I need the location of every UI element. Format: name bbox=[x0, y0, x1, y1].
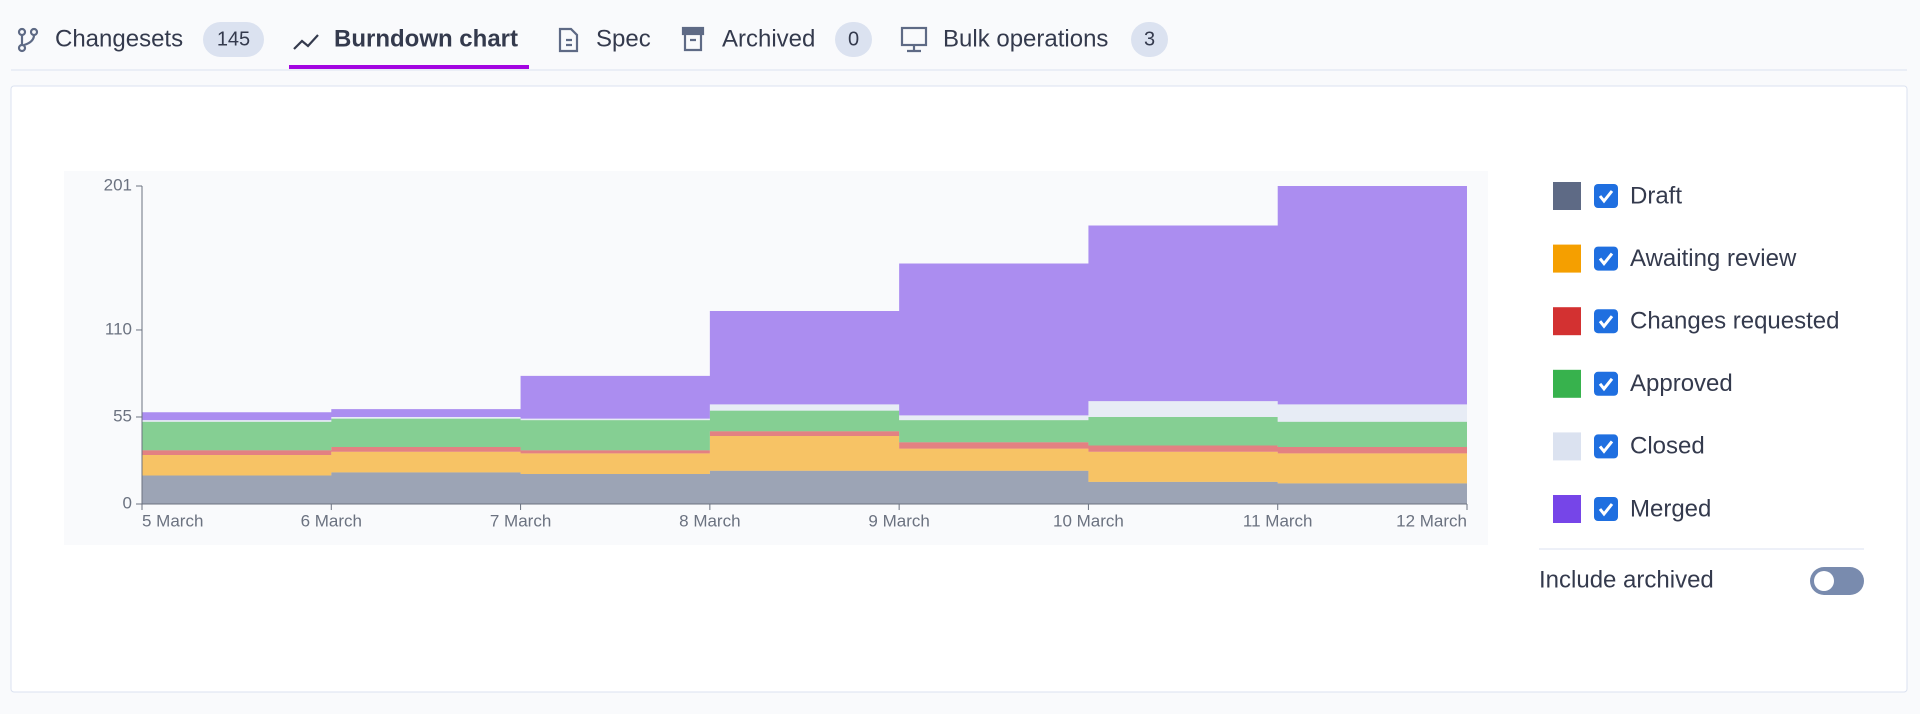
legend-item[interactable]: Awaiting review bbox=[1553, 244, 1797, 273]
tab[interactable]: Spec bbox=[596, 25, 651, 52]
legend-item[interactable]: Changes requested bbox=[1553, 307, 1839, 336]
tab-label[interactable]: Bulk operations bbox=[943, 25, 1108, 52]
x-tick-label: 12 March bbox=[1396, 511, 1467, 530]
tab[interactable]: Bulk operations 3 bbox=[943, 22, 1168, 57]
legend-item[interactable]: Closed bbox=[1553, 432, 1705, 461]
tab-icons bbox=[17, 26, 928, 53]
checkmark[interactable] bbox=[1598, 252, 1614, 267]
x-tick-label: 10 March bbox=[1053, 511, 1124, 530]
legend-checkbox[interactable] bbox=[1594, 309, 1618, 334]
legend-swatch bbox=[1553, 495, 1581, 523]
chart: 0 55 110 201 5 March 6 March 7 March 8 March 9 M… bbox=[104, 175, 1468, 530]
legend-label[interactable]: Awaiting review bbox=[1630, 245, 1797, 272]
legend-swatch bbox=[1553, 244, 1581, 273]
legend-swatch bbox=[1553, 432, 1581, 461]
x-tick-label: 11 March bbox=[1243, 511, 1313, 530]
legend-label[interactable]: Closed bbox=[1630, 433, 1705, 460]
legend-swatch bbox=[1553, 307, 1581, 336]
tab-label[interactable]: Spec bbox=[596, 25, 651, 52]
checkmark[interactable] bbox=[1598, 315, 1614, 329]
checkmark[interactable] bbox=[1598, 503, 1614, 517]
y-tick-label: 0 bbox=[123, 493, 132, 512]
legend-checkbox[interactable] bbox=[1594, 371, 1618, 396]
area bbox=[142, 470, 1467, 504]
tab-label[interactable]: Changesets bbox=[55, 25, 183, 52]
area bbox=[142, 435, 1467, 484]
legend-label[interactable]: Draft bbox=[1630, 182, 1682, 209]
tab[interactable]: Burndown chart bbox=[334, 25, 518, 52]
tab-label[interactable]: Archived bbox=[722, 25, 815, 52]
legend-checkbox[interactable] bbox=[1594, 497, 1618, 521]
x-tick-label: 7 March bbox=[490, 511, 551, 530]
legend-item[interactable]: Merged bbox=[1553, 495, 1711, 523]
area bbox=[142, 431, 1467, 455]
x-tick-label: 5 March bbox=[142, 511, 203, 530]
legend-swatch bbox=[1553, 369, 1581, 398]
toggle-knob[interactable] bbox=[1814, 571, 1834, 591]
tab-badge[interactable] bbox=[835, 22, 872, 57]
area bbox=[142, 401, 1467, 422]
area bbox=[142, 186, 1467, 421]
area bbox=[142, 410, 1467, 451]
legend-item[interactable]: Draft bbox=[1553, 182, 1682, 210]
x-tick-label: 9 March bbox=[868, 511, 929, 530]
tab[interactable]: Archived 0 bbox=[722, 22, 872, 57]
tab-badge[interactable] bbox=[1131, 22, 1168, 57]
x-tick-label: 6 March bbox=[301, 511, 362, 530]
checkmark[interactable] bbox=[1598, 377, 1614, 392]
toggle-label: Include archived bbox=[1539, 566, 1714, 593]
legend-checkbox[interactable] bbox=[1594, 434, 1618, 459]
legend-checkbox[interactable] bbox=[1594, 184, 1618, 208]
checkmark[interactable] bbox=[1598, 440, 1614, 454]
legend-checkbox[interactable] bbox=[1594, 246, 1618, 271]
legend-label[interactable]: Approved bbox=[1630, 370, 1733, 397]
tab-badge-count[interactable]: 3 bbox=[1144, 28, 1155, 50]
toggle[interactable] bbox=[1810, 567, 1864, 595]
legend-swatch bbox=[1553, 182, 1581, 210]
legend-label[interactable]: Merged bbox=[1630, 495, 1711, 522]
y-tick-label: 55 bbox=[113, 406, 132, 425]
x-tick-label: 8 March bbox=[679, 511, 740, 530]
y-tick-label: 201 bbox=[104, 175, 132, 194]
checkmark[interactable] bbox=[1598, 190, 1614, 204]
y-tick-label: 110 bbox=[105, 319, 132, 338]
tab[interactable]: Changesets 145 bbox=[55, 22, 264, 57]
legend-label[interactable]: Changes requested bbox=[1630, 308, 1839, 335]
tab-badge-count[interactable]: 0 bbox=[848, 28, 859, 50]
tab-badge[interactable] bbox=[203, 22, 264, 57]
tab-badge-count[interactable]: 145 bbox=[217, 28, 250, 50]
tab-label[interactable]: Burndown chart bbox=[334, 25, 518, 52]
legend-item[interactable]: Approved bbox=[1553, 369, 1733, 398]
